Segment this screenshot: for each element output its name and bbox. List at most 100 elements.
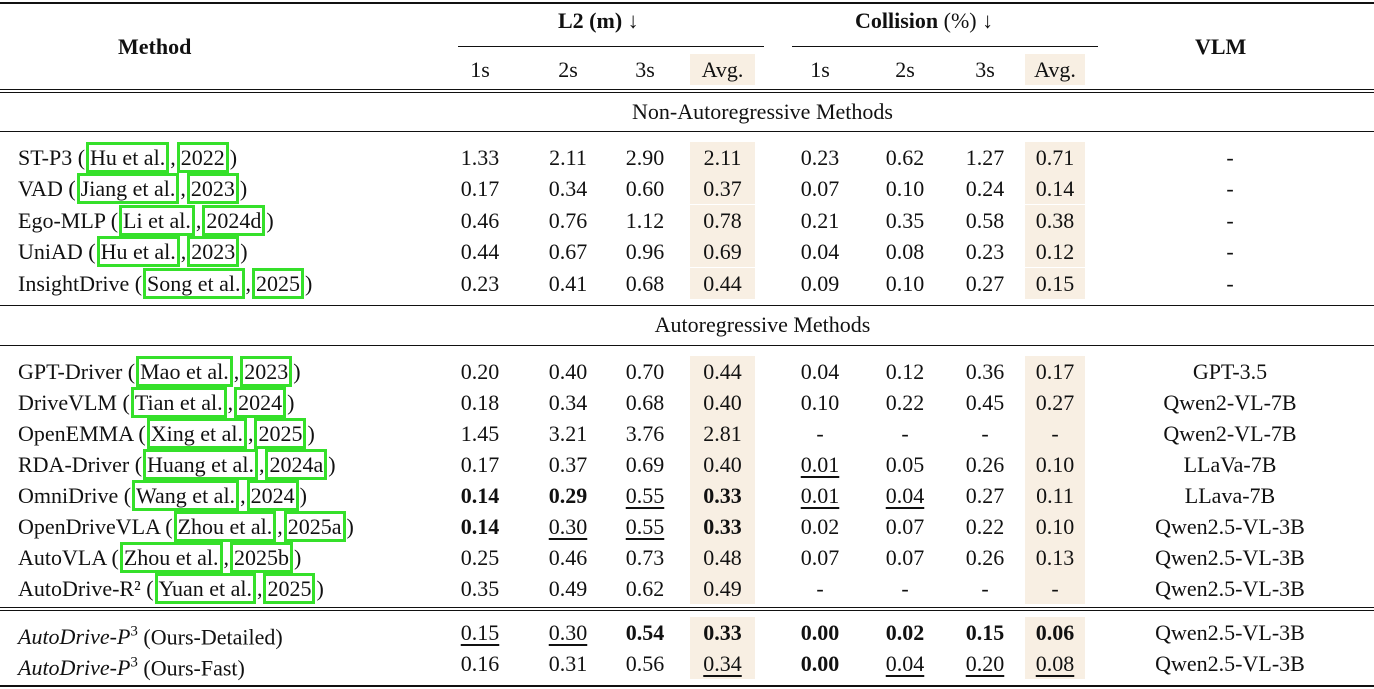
l2-avg-cell: 0.69 <box>690 236 755 268</box>
l2-2s-cell: 0.34 <box>533 173 603 204</box>
collision-value: 0.35 <box>885 207 925 233</box>
citation-author-link[interactable]: Tian et al. <box>130 387 227 418</box>
collision-2s-cell: 0.04 <box>870 480 940 511</box>
citation-year-link[interactable]: 2023 <box>240 356 293 387</box>
citation-year-link[interactable]: 2023 <box>187 236 240 268</box>
collision-1s-cell: 0.00 <box>785 617 855 648</box>
citation-author-link[interactable]: Hu et al. <box>86 142 170 173</box>
collision-value: - <box>901 576 909 601</box>
collision-avg-cell: 0.10 <box>1025 511 1085 542</box>
collision-value: 0.04 <box>885 651 925 676</box>
l2-value: 0.49 <box>548 576 588 601</box>
citation-author-link[interactable]: Song et al. <box>143 267 245 299</box>
collision-value: 0.12 <box>1035 239 1075 265</box>
l2-value: 0.49 <box>703 576 742 601</box>
table-row: InsightDrive (Song et al., 2025) 0.23 0.41 0… <box>0 267 1374 299</box>
collision-2s-cell: 0.04 <box>870 648 940 679</box>
l2-1s-cell: 0.15 <box>445 617 515 648</box>
citation-author-link[interactable]: Zhou et al. <box>119 542 223 573</box>
citation-year-link[interactable]: 2025 <box>263 573 316 604</box>
citation-year-link[interactable]: 2024d <box>202 204 266 236</box>
collision-value: - <box>1051 421 1059 446</box>
l2-cmidrule <box>458 46 764 47</box>
citation-author-link[interactable]: Wang et al. <box>132 480 240 511</box>
l2-value: 0.68 <box>625 390 665 415</box>
citation-year-link[interactable]: 2025 <box>254 418 307 449</box>
collision-value: 0.36 <box>965 359 1005 384</box>
citation-year-link[interactable]: 2025b <box>230 542 294 573</box>
l2-3s-cell: 0.68 <box>610 387 680 418</box>
citation-author-link[interactable]: Yuan et al. <box>154 573 256 604</box>
header-collision: Collision (%) ↓ <box>855 8 993 34</box>
collision-value: - <box>901 421 909 446</box>
collision-1s-cell: - <box>785 418 855 449</box>
l2-value: 0.33 <box>703 483 742 508</box>
l2-value: 0.55 <box>625 514 665 539</box>
l2-2s-cell: 0.49 <box>533 573 603 604</box>
l2-value: 1.12 <box>625 207 665 233</box>
top-rule <box>0 2 1374 4</box>
table-row: Ego-MLP (Li et al., 2024d) 0.46 0.76 1.12 0.7… <box>0 204 1374 236</box>
collision-value: 0.21 <box>800 207 840 233</box>
l2-1s-cell: 0.35 <box>445 573 515 604</box>
collision-value: 0.07 <box>800 176 840 202</box>
l2-avg-cell: 0.78 <box>690 204 755 236</box>
collision-value: 0.10 <box>1035 514 1075 539</box>
collision-value: 0.07 <box>885 514 925 539</box>
collision-value: 0.01 <box>800 483 840 508</box>
l2-3s-cell: 0.56 <box>610 648 680 679</box>
collision-value: - <box>1051 576 1059 601</box>
citation-year-link[interactable]: 2025 <box>252 267 305 299</box>
header-vlm: VLM <box>1195 34 1247 59</box>
method-cell: UniAD (Hu et al., 2023) <box>18 236 248 268</box>
l2-value: 0.30 <box>548 514 588 539</box>
method-name: Ego-MLP <box>18 207 106 233</box>
citation-year-link[interactable]: 2024 <box>234 387 287 418</box>
l2-value: 0.41 <box>548 270 588 296</box>
citation-year-link[interactable]: 2025a <box>283 511 346 542</box>
vlm-cell: Qwen2-VL-7B <box>1163 390 1297 415</box>
citation-author-link[interactable]: Li et al. <box>119 204 195 236</box>
table-row: DriveVLM (Tian et al., 2024) 0.18 0.34 0.68 0… <box>0 387 1374 418</box>
method-cell: Ego-MLP (Li et al., 2024d) <box>18 204 274 236</box>
l2-1s-cell: 0.25 <box>445 542 515 573</box>
bottom-rule <box>0 685 1374 687</box>
citation-author-link[interactable]: Xing et al. <box>146 418 247 449</box>
collision-3s-cell: 0.27 <box>950 268 1020 299</box>
method-name: OmniDrive <box>18 483 119 508</box>
collision-avg-cell: - <box>1025 573 1085 604</box>
vlm-cell: Qwen2.5-VL-3B <box>1155 651 1305 676</box>
citation-author-link[interactable]: Mao et al. <box>136 356 233 387</box>
collision-3s-cell: 0.23 <box>950 236 1020 267</box>
section-title: Autoregressive Methods <box>654 312 871 337</box>
method-cell: AutoDrive-R² (Yuan et al., 2025) <box>18 573 324 604</box>
collision-2s-cell: 0.07 <box>870 542 940 573</box>
citation-year-link[interactable]: 2024a <box>265 449 328 480</box>
citation-year-link[interactable]: 2023 <box>186 173 239 205</box>
collision-avg-cell: - <box>1025 418 1085 449</box>
method-cell: AutoVLA (Zhou et al., 2025b) <box>18 542 301 573</box>
citation-year-link[interactable]: 2024 <box>246 480 299 511</box>
citation-year-link[interactable]: 2022 <box>176 142 229 173</box>
l2-value: 0.33 <box>703 514 742 539</box>
table-row: OpenEMMA (Xing et al., 2025) 1.45 3.21 3.76 2… <box>0 418 1374 449</box>
collision-value: 0.24 <box>965 176 1005 202</box>
l2-value: 0.17 <box>460 176 500 202</box>
section-rule <box>0 131 1374 132</box>
method-name-p: P <box>116 624 131 650</box>
l2-2s-cell: 0.30 <box>533 617 603 648</box>
header-method: Method <box>118 34 192 59</box>
collision-value: - <box>981 576 989 601</box>
citation-author-link[interactable]: Jiang et al. <box>76 173 180 205</box>
citation-author-link[interactable]: Zhou et al. <box>173 511 277 542</box>
collision-3s-cell: - <box>950 418 1020 449</box>
l2-value: 0.33 <box>703 620 742 645</box>
l2-value: 0.40 <box>548 359 588 384</box>
citation-author-link[interactable]: Hu et al. <box>96 236 180 268</box>
l2-avg-cell: 0.44 <box>690 267 755 299</box>
l2-3s-cell: 0.69 <box>610 449 680 480</box>
citation-author-link[interactable]: Huang et al. <box>143 449 258 480</box>
collision-3s-cell: - <box>950 573 1020 604</box>
l2-2s-cell: 0.40 <box>533 356 603 387</box>
